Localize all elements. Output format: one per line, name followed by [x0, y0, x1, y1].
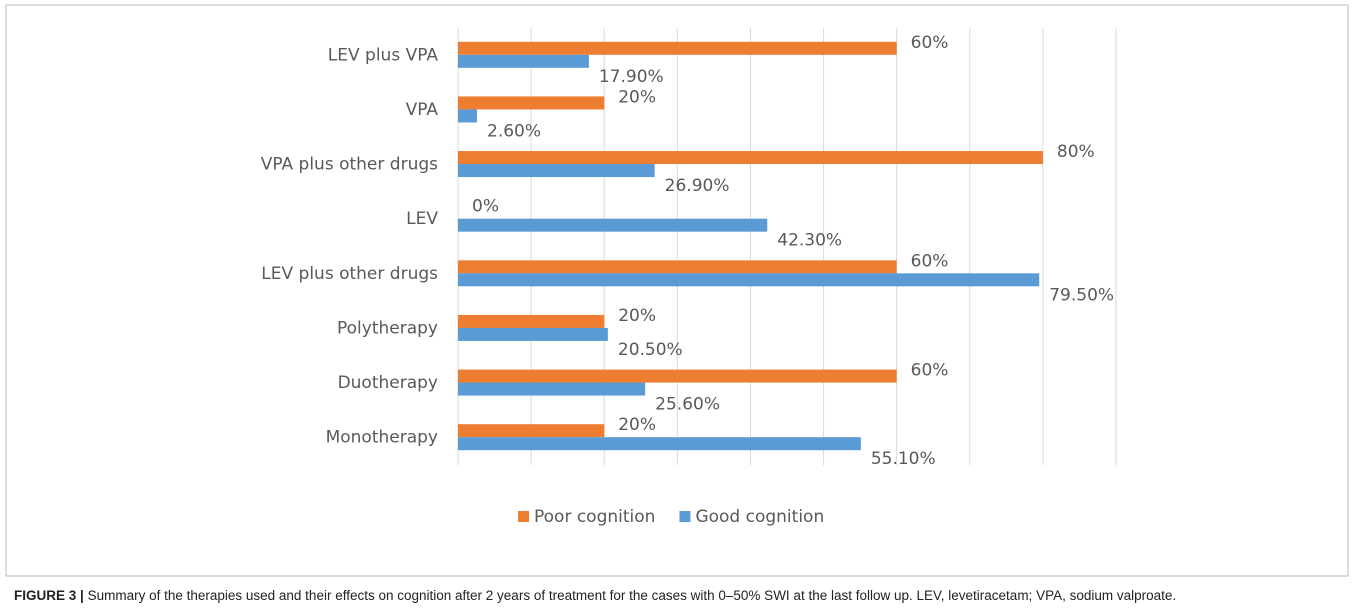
data-label: 60% — [911, 251, 949, 271]
data-label: 17.90% — [599, 67, 664, 87]
bar — [458, 151, 1043, 165]
bar — [458, 327, 608, 341]
data-label: 20% — [618, 306, 656, 326]
data-label: 2.60% — [487, 121, 541, 141]
y-tick-label: LEV — [406, 209, 438, 229]
data-label: 79.50% — [1049, 285, 1114, 305]
y-tick-label: Monotherapy — [326, 428, 438, 448]
bar — [458, 109, 478, 123]
bar — [458, 314, 605, 328]
legend-swatch — [679, 511, 691, 522]
legend-swatch — [518, 511, 529, 522]
data-label: 60% — [911, 33, 949, 53]
y-tick-label: LEV plus VPA — [328, 45, 439, 65]
bar — [458, 424, 605, 438]
data-label: 26.90% — [665, 176, 730, 196]
chart: LEV plus VPA 60% 17.90% VPA 20% 2.60% VPA plus… — [5, 4, 1349, 577]
y-tick-label: LEV plus other drugs — [261, 264, 438, 284]
bar — [458, 369, 897, 383]
bar — [458, 164, 655, 178]
caption: FIGURE 3 | Summary of the therapies used… — [14, 586, 1334, 605]
bar — [458, 260, 897, 274]
y-tick-label: VPA — [406, 100, 439, 120]
bar — [458, 54, 589, 68]
data-label: 25.60% — [655, 395, 720, 415]
bar — [458, 437, 861, 451]
chart-frame — [5, 4, 1349, 577]
data-label: 0% — [472, 197, 499, 217]
bar — [458, 96, 605, 110]
data-label: 80% — [1057, 142, 1095, 162]
bar — [458, 218, 768, 232]
y-tick-label: Polytherapy — [337, 318, 438, 338]
bar — [458, 273, 1040, 287]
data-label: 55.10% — [871, 449, 936, 469]
y-tick-label: Duotherapy — [338, 373, 438, 393]
data-label: 20% — [618, 87, 656, 107]
legend-label: Poor cognition — [534, 507, 655, 527]
bar — [458, 382, 646, 396]
data-label: 60% — [911, 361, 949, 381]
data-label: 42.30% — [777, 231, 842, 251]
caption-text: Summary of the therapies used and their … — [87, 588, 1177, 603]
data-label: 20.50% — [618, 340, 683, 360]
caption-label: FIGURE 3 | — [14, 588, 84, 603]
legend-label: Good cognition — [695, 507, 824, 527]
data-label: 20% — [618, 415, 656, 435]
y-tick-label: VPA plus other drugs — [261, 155, 438, 175]
bar — [458, 41, 897, 55]
